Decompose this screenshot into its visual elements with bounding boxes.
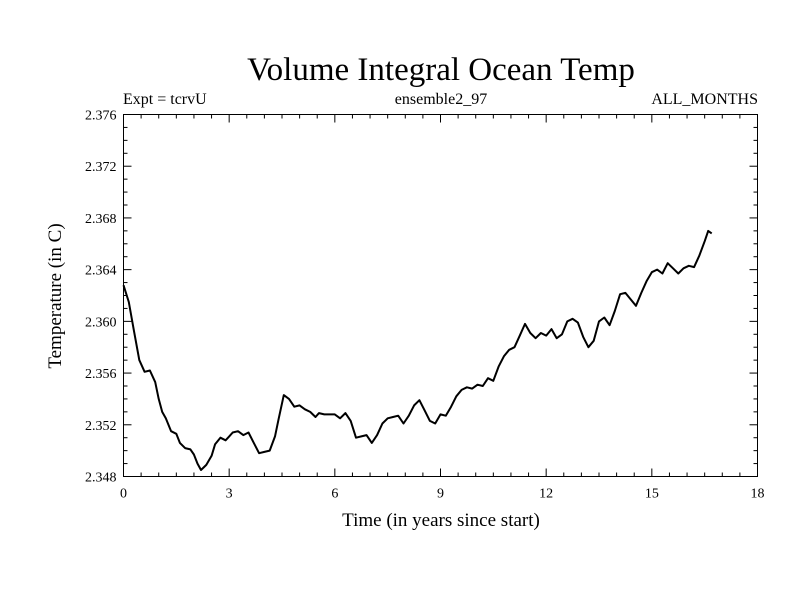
y-tick-label: 2.368 bbox=[85, 212, 117, 227]
y-tick-label: 2.364 bbox=[85, 264, 117, 279]
y-tick-label: 2.360 bbox=[85, 315, 117, 330]
chart-title: Volume Integral Ocean Temp bbox=[247, 52, 635, 88]
x-tick-label: 6 bbox=[331, 487, 338, 502]
x-tick-labels: 0 3 6 9 12 15 18 bbox=[120, 487, 765, 502]
x-tick-label: 18 bbox=[751, 487, 765, 502]
x-tick-label: 15 bbox=[645, 487, 659, 502]
plot-frame bbox=[123, 114, 758, 477]
y-axis-label: Temperature (in C) bbox=[45, 223, 66, 368]
x-tick-label: 3 bbox=[226, 487, 233, 502]
y-tick-label: 2.372 bbox=[85, 160, 117, 175]
y-tick-label: 2.348 bbox=[85, 471, 117, 486]
x-tick-label: 9 bbox=[437, 487, 444, 502]
x-tick-label: 0 bbox=[120, 487, 127, 502]
experiment-label: Expt = tcrvU bbox=[123, 91, 207, 108]
x-axis-label: Time (in years since start) bbox=[342, 510, 540, 531]
ensemble-label: ensemble2_97 bbox=[395, 91, 487, 108]
y-tick-label: 2.352 bbox=[85, 419, 117, 434]
x-tick-label: 12 bbox=[539, 487, 553, 502]
y-tick-label: 2.376 bbox=[85, 109, 117, 124]
y-tick-label: 2.356 bbox=[85, 367, 117, 382]
months-label: ALL_MONTHS bbox=[651, 91, 758, 108]
y-tick-labels: 2.348 2.352 2.356 2.360 2.364 2.368 2.372 2.376 bbox=[85, 109, 117, 486]
temperature-series-line bbox=[122, 229, 713, 471]
axis-ticks bbox=[123, 114, 758, 477]
